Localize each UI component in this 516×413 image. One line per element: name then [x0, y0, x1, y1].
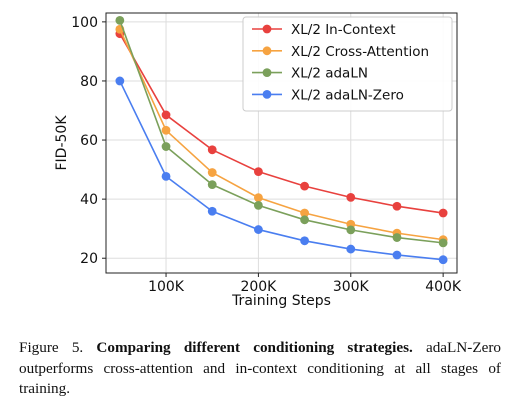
x-tick-label: 200K — [240, 279, 277, 295]
data-point — [207, 206, 217, 216]
figure-caption: Figure 5. Comparing different conditioni… — [19, 338, 501, 400]
y-tick-label: 20 — [80, 251, 98, 267]
data-point — [254, 193, 263, 203]
legend-item: XL/2 In-Context — [252, 22, 396, 38]
series-line — [119, 80, 444, 261]
chart: 20 40 60 80 100 100K 200K 300K 400K Training Ste… — [54, 12, 462, 309]
legend-item: XL/2 adaLN-Zero — [252, 87, 404, 103]
data-point — [161, 125, 171, 135]
data-point — [300, 181, 309, 191]
data-point — [346, 192, 356, 202]
legend-label: XL/2 Cross-Attention — [291, 44, 429, 60]
legend-item: XL/2 Cross-Attention — [252, 44, 429, 60]
series-line — [119, 33, 444, 214]
x-axis-label: Training Steps — [231, 293, 331, 309]
data-point — [438, 208, 448, 218]
y-tick-label: 80 — [80, 74, 98, 90]
series-1 — [115, 29, 448, 218]
legend-swatch-marker — [262, 24, 272, 34]
legend-label: XL/2 adaLN — [291, 66, 368, 82]
y-tick-label: 40 — [80, 192, 98, 208]
data-point — [207, 180, 217, 190]
data-point — [161, 142, 171, 151]
data-point — [161, 110, 171, 120]
plot-frame — [105, 12, 458, 274]
data-point — [115, 76, 125, 86]
data-point — [438, 238, 448, 248]
data-point — [300, 236, 309, 246]
data-point — [300, 215, 309, 225]
legend: XL/2 In-Context XL/2 Cross-Attention XL/2 … — [242, 16, 453, 112]
x-tick-label: 400K — [425, 279, 462, 295]
x-tick-label: 100K — [148, 279, 185, 295]
data-point — [115, 15, 125, 25]
data-point — [254, 225, 263, 234]
data-point — [392, 250, 402, 260]
data-point — [438, 255, 448, 265]
data-point — [161, 171, 171, 181]
data-point — [207, 168, 217, 177]
series-3 — [115, 15, 448, 248]
series-4 — [115, 76, 448, 265]
legend-label: XL/2 In-Context — [291, 22, 396, 38]
data-point — [392, 233, 402, 242]
caption-body: adaLN-Zero outperforms cross-attention a… — [19, 339, 502, 397]
legend-swatch-marker — [262, 68, 272, 77]
legend-swatch-marker — [262, 90, 272, 99]
y-tick-label: 100 — [71, 15, 98, 31]
data-point — [254, 167, 263, 177]
y-axis-label: FID-50K — [54, 115, 70, 171]
legend-swatch-marker — [262, 46, 272, 56]
data-point — [346, 244, 356, 254]
data-point — [207, 145, 217, 155]
series-layer — [115, 15, 448, 265]
caption-title: Comparing different conditioning strateg… — [96, 339, 413, 356]
legend-box — [242, 16, 453, 112]
legend-label: XL/2 adaLN-Zero — [291, 87, 404, 103]
legend-item: XL/2 adaLN — [252, 66, 368, 82]
series-line — [119, 20, 444, 244]
data-point — [392, 201, 402, 211]
series-line — [119, 28, 444, 241]
data-point — [254, 200, 263, 210]
x-tick-label: 300K — [333, 279, 370, 295]
series-2 — [115, 24, 448, 245]
y-tick-label: 60 — [80, 133, 98, 149]
data-point — [300, 208, 309, 218]
tick-layer: 20 40 60 80 100 100K 200K 300K 400K — [71, 15, 462, 295]
data-point — [346, 225, 356, 235]
caption-figure-label: Figure 5. — [19, 339, 84, 356]
